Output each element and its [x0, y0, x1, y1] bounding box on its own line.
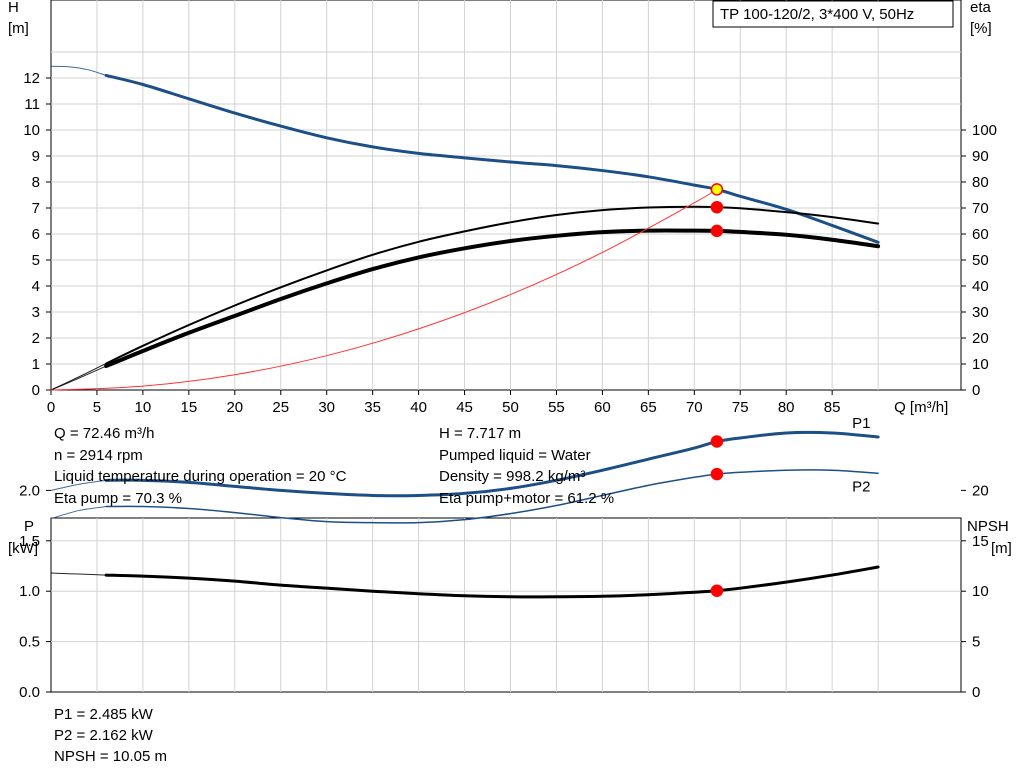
y-tick-right-bottom: 15 — [972, 533, 989, 550]
y-tick-left-bottom: 1.5 — [19, 533, 40, 550]
info-liquid-temperature: Liquid temperature during operation = 20… — [54, 468, 347, 485]
series-H-line — [104, 73, 880, 244]
x-axis-label: Q [m³/h] — [894, 399, 948, 416]
y-tick-right-top: 30 — [972, 304, 989, 321]
info-npsh: NPSH = 10.05 m — [54, 748, 167, 765]
info-n: n = 2914 rpm — [54, 447, 143, 464]
y-axis-right-unit-top: [%] — [970, 20, 992, 37]
operating-point-eta_pump_motor — [710, 224, 724, 238]
series-label-P1: P1 — [852, 415, 870, 432]
x-tick-label: 40 — [410, 399, 427, 416]
y-tick-right-bottom: 0 — [972, 684, 980, 701]
operating-point-NPSH — [710, 584, 724, 597]
series-NPSH-extension — [50, 572, 107, 576]
operating-point-H — [710, 183, 724, 196]
plot-frame-top — [50, 0, 962, 391]
x-tick-label: 80 — [778, 399, 795, 416]
y-tick-left-top: 8 — [32, 174, 40, 191]
info-density: Density = 998.2 kg/m³ — [439, 468, 586, 485]
y-tick-left-top: 4 — [32, 278, 40, 295]
y-tick-right-top: 60 — [972, 226, 989, 243]
series-label-P2: P2 — [852, 478, 870, 495]
series-eta_pump-line — [105, 205, 880, 365]
y-tick-left-bottom: 1.0 — [19, 583, 40, 600]
y-tick-right-bottom: 5 — [972, 634, 980, 651]
y-axis-left-unit-top: [m] — [8, 20, 29, 37]
y-tick-right-top: 90 — [972, 148, 989, 165]
series-H-extension — [50, 65, 107, 76]
y-tick-left-top: 2 — [32, 330, 40, 347]
series-eta_pump_motor-extension — [50, 365, 107, 391]
series-P1-line — [104, 430, 880, 498]
title-box — [712, 0, 954, 28]
x-tick-label: 75 — [732, 399, 749, 416]
x-tick-label: 70 — [686, 399, 703, 416]
chart-panel-top — [46, 0, 966, 395]
y-tick-left-top: 1 — [32, 356, 40, 373]
chart-title: TP 100-120/2, 3*400 V, 50Hz — [720, 6, 914, 23]
series-P2-extension — [50, 506, 107, 520]
x-tick-label: 45 — [456, 399, 473, 416]
series-eta_pump_motor-line — [104, 228, 881, 369]
y-axis-left-symbol-bottom: P — [24, 518, 34, 535]
y-tick-right-top: 80 — [972, 174, 989, 191]
x-tick-label: 50 — [502, 399, 519, 416]
y-tick-left-top: 12 — [23, 70, 40, 87]
series-P1-extension — [50, 479, 107, 491]
y-tick-left-bottom: 0.0 — [19, 684, 40, 701]
y-tick-left-top: 11 — [24, 96, 40, 113]
operating-point-P2 — [710, 467, 724, 481]
y-tick-left-bottom: 2.0 — [19, 482, 40, 499]
x-tick-label: 85 — [824, 399, 841, 416]
x-tick-label: 35 — [364, 399, 381, 416]
x-tick-label: 25 — [272, 399, 289, 416]
x-tick-label: 30 — [318, 399, 335, 416]
x-tick-label: 5 — [93, 399, 101, 416]
y-tick-left-top: 3 — [32, 304, 40, 321]
x-tick-label: 0 — [47, 399, 55, 416]
y-axis-left-symbol-top: H — [8, 0, 19, 16]
y-tick-right-top: 10 — [972, 356, 989, 373]
x-tick-label: 10 — [135, 399, 152, 416]
series-P2-line — [105, 469, 879, 524]
x-tick-label: 60 — [594, 399, 611, 416]
y-tick-right-bottom: 20 — [972, 482, 989, 499]
chart-panel-bottom — [46, 430, 966, 693]
y-tick-right-top: 70 — [972, 200, 989, 217]
info-pumped-liquid: Pumped liquid = Water — [439, 447, 591, 464]
x-tick-label: 55 — [548, 399, 565, 416]
series-NPSH-line — [104, 565, 880, 599]
operating-point-eta_pump — [710, 200, 724, 214]
y-tick-right-top: 0 — [972, 382, 980, 399]
y-axis-right-unit-bottom: [m] — [991, 540, 1012, 557]
info-h: H = 7.717 m — [439, 425, 522, 442]
y-tick-left-top: 7 — [32, 200, 40, 217]
y-tick-left-top: 6 — [32, 226, 40, 243]
info-eta-pump: Eta pump = 70.3 % — [54, 490, 182, 507]
y-axis-right-symbol-bottom: NPSH — [967, 518, 1009, 535]
x-tick-label: 65 — [640, 399, 657, 416]
info-p1: P1 = 2.485 kW — [54, 706, 153, 723]
y-tick-left-top: 10 — [23, 122, 40, 139]
x-tick-label: 15 — [181, 399, 198, 416]
y-tick-left-top: 5 — [32, 252, 40, 269]
y-tick-right-top: 40 — [972, 278, 989, 295]
y-tick-left-top: 9 — [32, 148, 40, 165]
y-tick-right-top: 100 — [972, 122, 997, 139]
info-eta-pump-motor: Eta pump+motor = 61.2 % — [439, 490, 615, 507]
y-tick-right-top: 50 — [972, 252, 989, 269]
y-tick-right-top: 20 — [972, 330, 989, 347]
info-q: Q = 72.46 m³/h — [54, 425, 155, 442]
y-axis-left-unit-bottom: [kW] — [8, 540, 38, 557]
series-system_curve-line — [50, 188, 718, 391]
plot-frame-bottom — [50, 517, 962, 693]
y-tick-left-top: 0 — [32, 382, 40, 399]
y-tick-right-bottom: 10 — [972, 583, 989, 600]
info-p2: P2 = 2.162 kW — [54, 727, 153, 744]
x-tick-label: 20 — [226, 399, 243, 416]
y-axis-right-symbol-top: eta — [970, 0, 992, 16]
y-tick-left-bottom: 0.5 — [19, 634, 40, 651]
operating-point-P1 — [710, 435, 724, 448]
